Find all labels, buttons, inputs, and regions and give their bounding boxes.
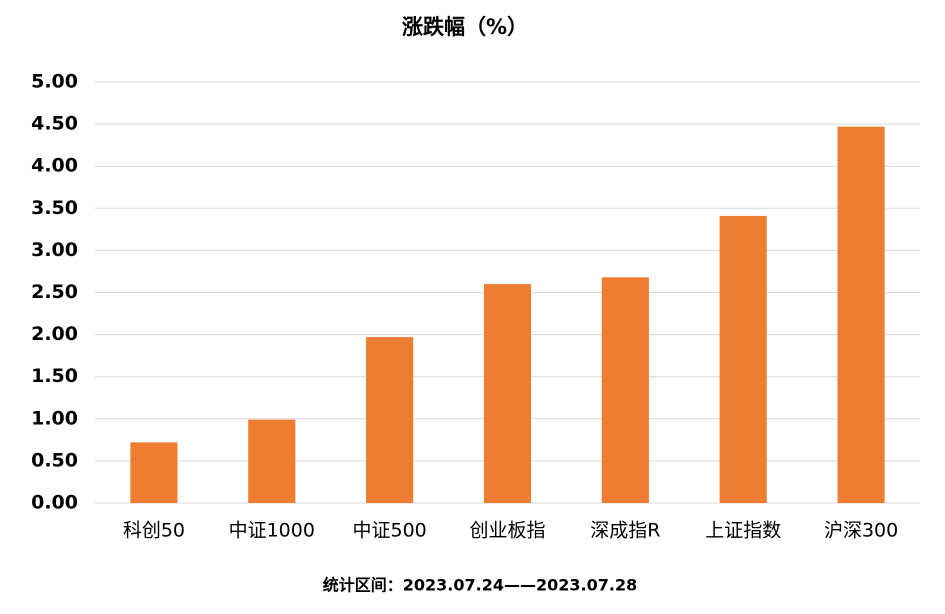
bar xyxy=(248,419,296,503)
y-tick-label: 1.50 xyxy=(31,365,78,387)
bar xyxy=(366,337,414,503)
x-tick-label: 沪深300 xyxy=(824,520,898,542)
bar xyxy=(130,442,178,503)
y-tick-label: 3.00 xyxy=(31,239,78,261)
y-tick-label: 0.00 xyxy=(31,492,78,514)
footnote: 统计区间：2023.07.24——2023.07.28 xyxy=(323,576,637,595)
y-tick-label: 2.00 xyxy=(31,323,78,345)
bar xyxy=(483,284,532,503)
y-tick-label: 5.00 xyxy=(31,71,78,93)
x-tick-label: 中证1000 xyxy=(229,520,315,542)
x-tick-label: 中证500 xyxy=(353,520,427,542)
bar xyxy=(837,126,885,503)
y-tick-label: 3.50 xyxy=(31,197,78,219)
chart-title: 涨跌幅（%） xyxy=(402,15,528,39)
y-tick-label: 4.50 xyxy=(31,113,78,135)
y-tick-label: 1.00 xyxy=(31,407,78,429)
x-tick-label: 深成指R xyxy=(590,520,660,542)
bar xyxy=(601,277,649,503)
x-tick-label: 科创50 xyxy=(123,520,185,542)
bar xyxy=(719,215,767,504)
y-tick-label: 0.50 xyxy=(31,449,78,471)
x-tick-label: 创业板指 xyxy=(469,520,545,542)
x-tick-label: 上证指数 xyxy=(705,520,781,542)
y-tick-label: 2.50 xyxy=(31,281,78,303)
y-tick-label: 4.00 xyxy=(31,155,78,177)
